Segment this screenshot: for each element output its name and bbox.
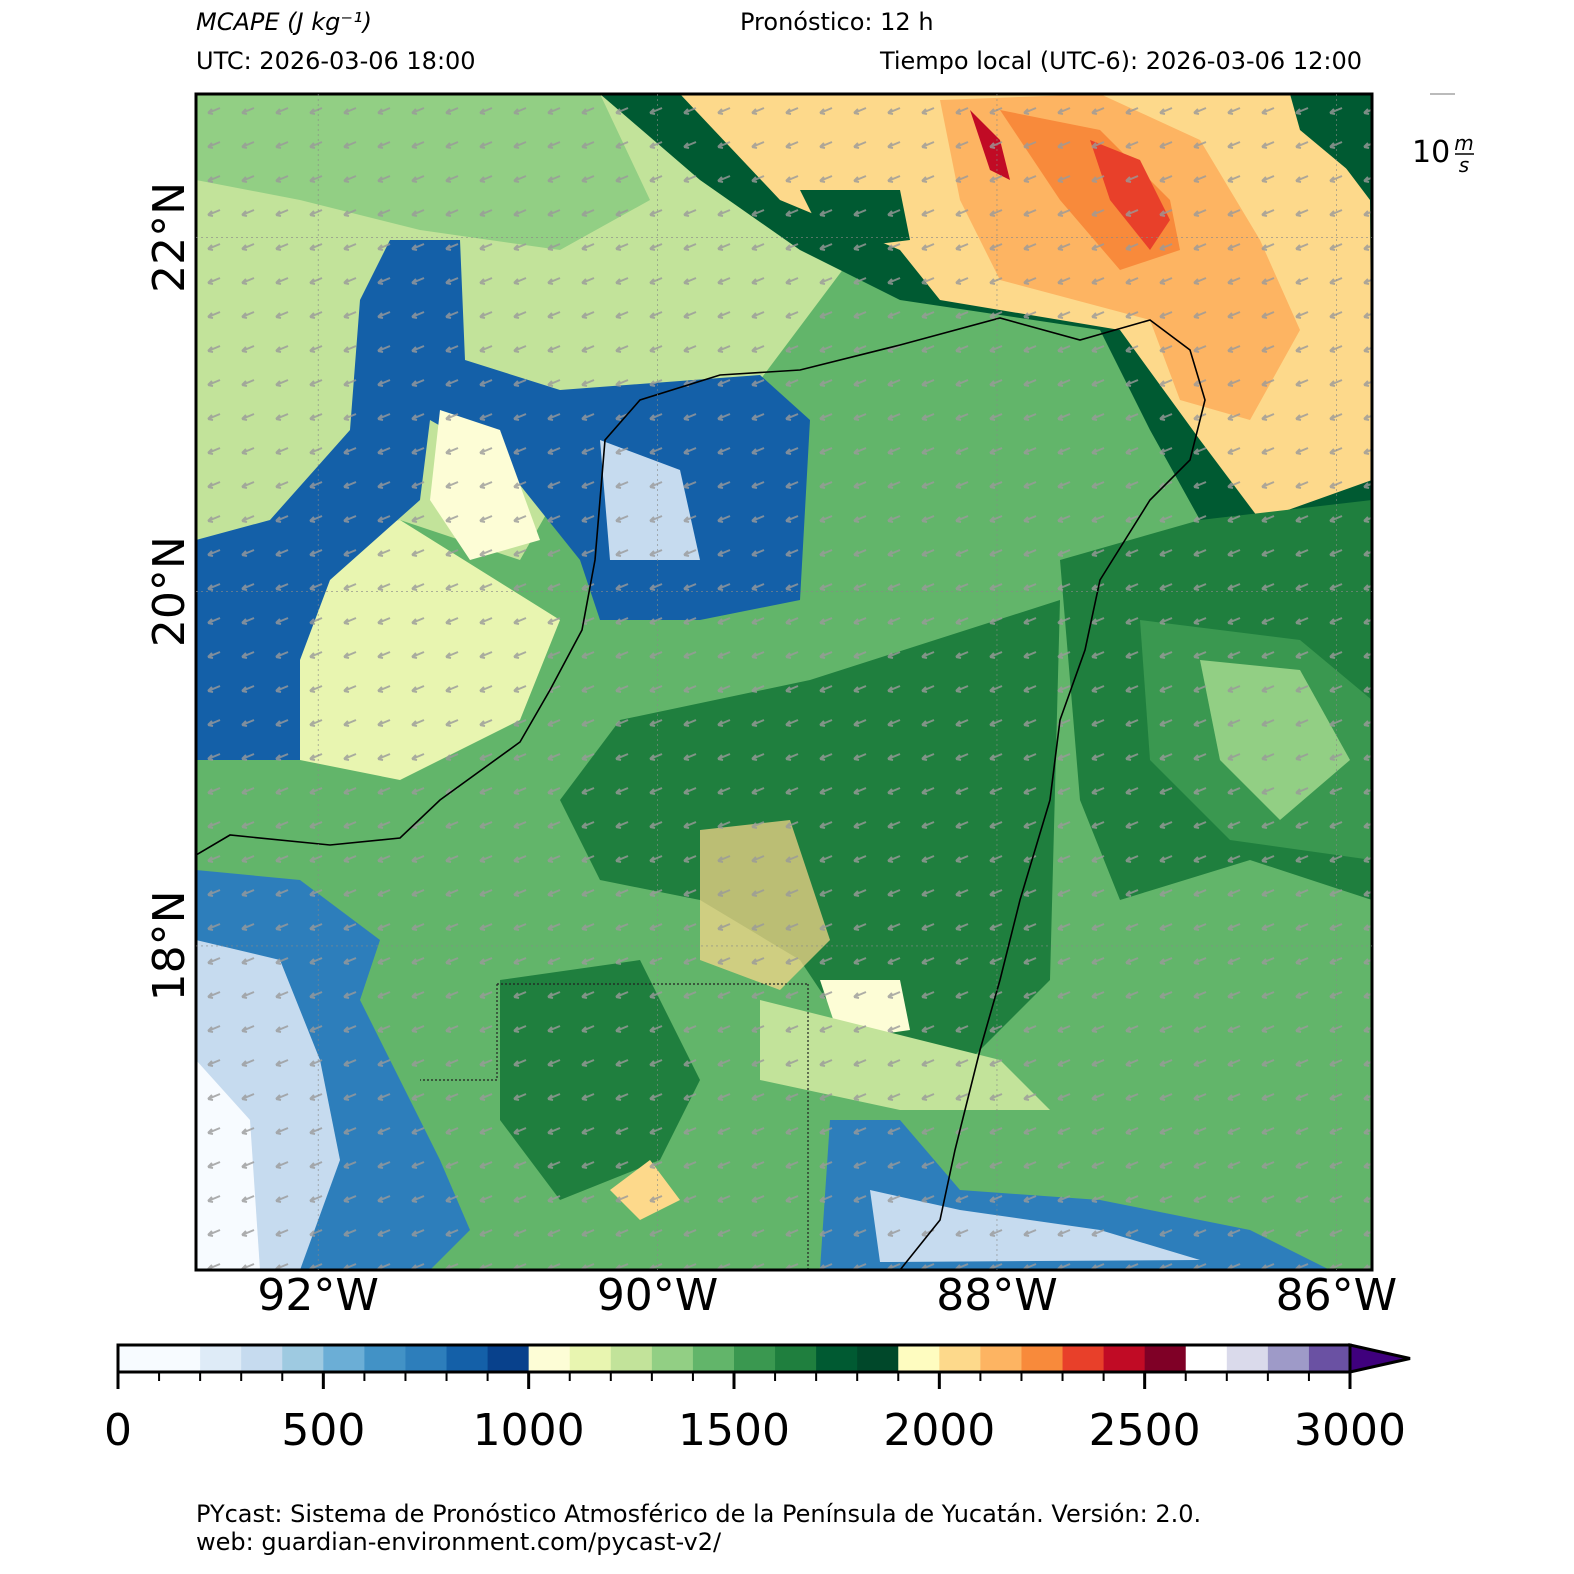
colorbar-bin [1062,1345,1105,1372]
colorbar-bin [939,1345,981,1372]
colorbar-bin [1308,1345,1351,1372]
colorbar-tick-label: 0 [104,1405,132,1456]
colorbar-bin [200,1345,242,1372]
y-tick-label: 20°N [144,536,195,647]
colorbar-bin [980,1345,1022,1372]
colorbar-bin [692,1345,735,1372]
x-tick-label: 90°W [597,1270,719,1321]
x-tick-label: 92°W [257,1270,379,1321]
footer-line: web: guardian-environment.com/pycast-v2/ [196,1528,722,1556]
colorbar-bin [1021,1345,1064,1372]
variable: MCAPE (J kg⁻¹) [196,8,372,36]
x-tick-label: 88°W [936,1270,1058,1321]
colorbar-bin [651,1345,694,1372]
map-ticks: 92°W 90°W 88°W 86°W 18°N 20°N 22°N [144,94,1397,1321]
colorbar-bin [487,1345,530,1372]
colorbar-tick-label: 500 [281,1405,365,1456]
map-frame [194,92,1374,1272]
forecast: Pronóstico: 12 h [740,8,934,36]
colorbar-tick-label: 3000 [1294,1405,1406,1456]
colorbar-bin [446,1345,489,1372]
wind-key-unit-den: s [1459,153,1469,177]
colorbar-bin [857,1345,899,1372]
colorbar-tick-label: 2000 [883,1405,995,1456]
utc: UTC: 2026-03-06 18:00 [196,47,476,75]
colorbar-bin [323,1345,365,1372]
colorbar-bin [405,1345,448,1372]
colorbar-bin [816,1345,858,1372]
colorbar-tick-label: 1500 [678,1405,790,1456]
colorbar-bin [1226,1345,1269,1372]
colorbar-bin [734,1345,776,1372]
colorbar-bin [775,1345,817,1372]
colorbar-bin [364,1345,406,1372]
colorbar-extend [1348,1343,1411,1374]
colorbar-tick-label: 2500 [1089,1405,1201,1456]
mcape-field [196,94,1372,1270]
colorbar-bin [610,1345,653,1372]
wind-key-value: 10 [1412,135,1450,170]
colorbar-bin [1267,1345,1310,1372]
colorbar-bin [1103,1345,1146,1372]
colorbar-bin [241,1345,283,1372]
colorbar-bin [159,1345,201,1372]
wind-key-unit: m [1454,131,1473,155]
colorbar-tick-label: 1000 [473,1405,585,1456]
colorbar-bin [1144,1345,1187,1372]
local-time: Tiempo local (UTC-6): 2026-03-06 12:00 [879,47,1362,75]
x-tick-label: 86°W [1276,1270,1398,1321]
footer-line: PYcast: Sistema de Pronóstico Atmosféric… [196,1500,1201,1528]
colorbar-bin [282,1345,324,1372]
colorbar-bin [898,1345,940,1372]
colorbar: 0 500 1000 1500 2000 2500 3000 [104,1343,1411,1456]
colorbar-bin [528,1345,571,1372]
y-tick-label: 18°N [144,890,195,1001]
colorbar-bin [569,1345,612,1372]
colorbar-bin [1185,1345,1228,1372]
y-tick-label: 22°N [144,182,195,293]
colorbar-bin [118,1345,160,1372]
